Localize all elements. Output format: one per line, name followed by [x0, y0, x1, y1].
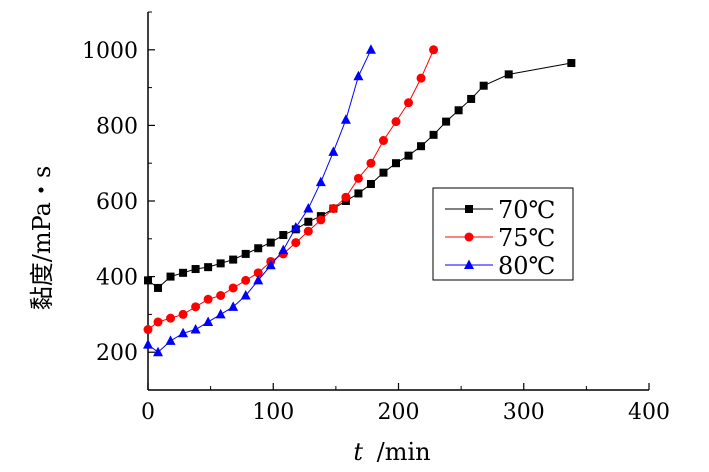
y-ticks: 200 400 600 800 1000: [82, 11, 155, 366]
data-point: [190, 324, 201, 334]
data-point: [479, 81, 488, 90]
data-point: [203, 316, 214, 326]
data-point: [303, 226, 313, 236]
legend-marker: [465, 205, 473, 213]
data-point: [315, 176, 326, 187]
x-axis-variable: t: [353, 438, 363, 466]
data-point: [165, 335, 176, 345]
legend-marker: [464, 259, 474, 269]
data-point: [191, 302, 201, 312]
data-point: [366, 158, 376, 168]
data-point: [353, 70, 364, 81]
data-point: [442, 117, 451, 126]
data-point: [241, 249, 250, 258]
legend-label: 70℃: [498, 196, 555, 224]
data-point: [240, 290, 251, 300]
data-point: [216, 259, 225, 268]
data-point: [353, 173, 363, 183]
series-line: [147, 49, 372, 353]
data-point: [567, 59, 576, 68]
x-axis-title: t /min: [353, 438, 430, 466]
series-3: [143, 44, 376, 357]
x-axis-unit: /min: [377, 438, 431, 466]
series-layer: [143, 44, 576, 357]
data-point: [366, 179, 375, 188]
data-point: [467, 94, 476, 103]
x-tick-label: 400: [628, 400, 670, 425]
y-tick-label: 600: [96, 190, 138, 215]
data-point: [454, 106, 463, 115]
data-point: [316, 215, 326, 225]
data-point: [429, 130, 438, 139]
data-point: [241, 275, 251, 285]
data-point: [179, 268, 188, 277]
data-point: [215, 308, 226, 319]
data-point: [378, 136, 388, 146]
data-point: [178, 309, 188, 319]
data-point: [303, 203, 314, 213]
y-tick-label: 1000: [82, 39, 138, 64]
x-tick-label: 100: [252, 400, 294, 425]
data-point: [341, 192, 351, 202]
data-point: [266, 238, 275, 247]
data-point: [144, 276, 152, 285]
data-point: [153, 317, 163, 327]
data-point: [229, 255, 238, 264]
data-point: [154, 283, 163, 292]
data-point: [278, 244, 289, 255]
data-point: [216, 291, 226, 300]
data-point: [417, 142, 426, 151]
data-point: [253, 268, 263, 278]
series-2: [143, 45, 439, 335]
x-ticks: 0 100 200 300 400: [141, 383, 670, 425]
data-point: [354, 189, 363, 198]
legend-marker: [464, 232, 474, 242]
data-point: [340, 114, 351, 124]
data-point: [254, 244, 263, 253]
data-point: [279, 231, 288, 240]
data-point: [404, 98, 414, 108]
data-point: [178, 327, 189, 338]
data-point: [153, 346, 164, 357]
plot-area: [147, 12, 649, 391]
legend-label: 80℃: [498, 252, 555, 280]
data-point: [143, 339, 153, 349]
data-point: [304, 217, 313, 226]
series-line: [147, 49, 435, 330]
data-point: [166, 272, 175, 281]
data-point: [290, 221, 301, 232]
legend-label: 75℃: [498, 224, 555, 252]
legend: 70℃75℃80℃: [432, 187, 574, 281]
data-point: [228, 301, 239, 311]
data-point: [365, 44, 376, 54]
data-point: [504, 70, 513, 79]
y-tick-label: 200: [96, 341, 138, 366]
x-tick-label: 200: [378, 400, 420, 425]
data-point: [203, 294, 213, 304]
data-point: [391, 159, 400, 168]
data-point: [404, 151, 413, 160]
data-point: [204, 263, 213, 272]
y-axis-title: 黏度/mPa・s: [28, 166, 56, 311]
data-point: [416, 73, 426, 83]
data-point: [429, 45, 439, 55]
data-point: [253, 274, 264, 285]
data-point: [391, 117, 401, 127]
data-point: [328, 146, 339, 156]
x-tick-label: 300: [503, 400, 545, 425]
data-point: [379, 168, 388, 177]
data-point: [265, 259, 276, 270]
data-point: [191, 265, 200, 274]
data-point: [143, 325, 153, 335]
data-point: [166, 313, 176, 323]
data-point: [291, 238, 301, 248]
y-tick-label: 400: [96, 266, 138, 291]
data-point: [328, 204, 338, 214]
x-tick-label: 0: [141, 400, 155, 425]
data-point: [228, 283, 238, 293]
y-tick-label: 800: [96, 114, 138, 139]
